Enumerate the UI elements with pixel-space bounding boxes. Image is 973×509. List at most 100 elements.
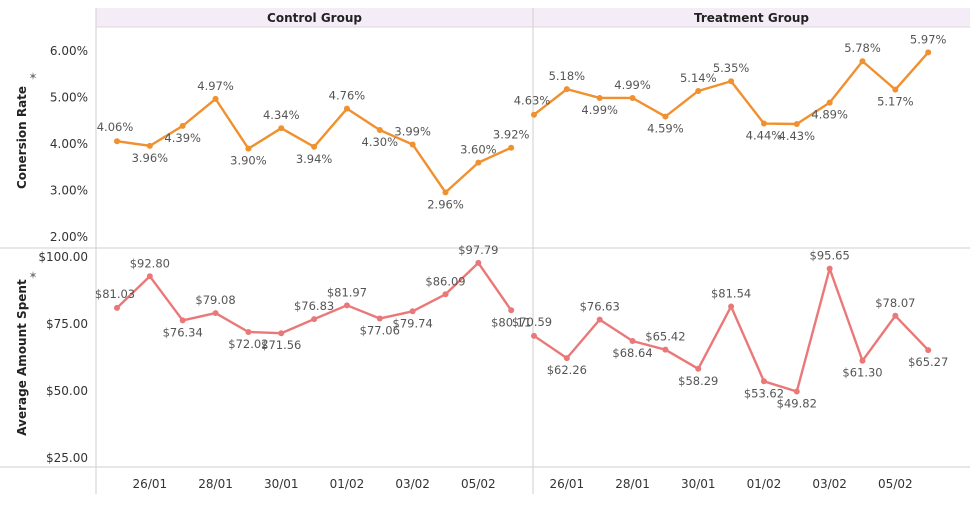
data-label: $49.82 <box>777 396 817 410</box>
data-point <box>859 58 866 65</box>
x-tick-label: 30/01 <box>681 477 716 491</box>
data-point <box>531 332 537 339</box>
data-point <box>695 87 702 94</box>
data-label: 3.99% <box>394 124 431 138</box>
data-label: 5.35% <box>713 61 750 75</box>
data-point <box>245 145 252 152</box>
data-label: 5.14% <box>680 71 717 85</box>
data-point <box>508 307 515 314</box>
x-tick-label: 28/01 <box>615 477 650 491</box>
data-point <box>245 328 252 335</box>
data-label: $77.06 <box>360 323 400 337</box>
data-label: $68.64 <box>612 346 652 360</box>
data-point <box>311 143 318 150</box>
x-tick-label: 01/02 <box>330 477 365 491</box>
data-point <box>212 95 219 102</box>
y-tick-label: $100.00 <box>38 250 88 264</box>
data-label: $81.97 <box>327 285 367 299</box>
data-point <box>212 310 219 317</box>
x-tick-label: 03/02 <box>395 477 430 491</box>
data-label: $78.07 <box>875 296 915 310</box>
data-point <box>859 357 866 364</box>
data-point <box>376 127 383 134</box>
y-axis-title-conversion-rate: Conersion Rate <box>15 86 29 189</box>
data-label: $61.30 <box>842 366 882 380</box>
data-label: $81.03 <box>95 287 135 301</box>
data-label: 3.92% <box>493 128 530 142</box>
data-label: 3.96% <box>132 151 169 165</box>
data-point <box>760 378 767 385</box>
data-label: 4.30% <box>362 135 399 149</box>
data-point <box>278 330 285 337</box>
data-label: $81.54 <box>711 286 751 300</box>
data-point <box>695 365 702 372</box>
data-label: $97.79 <box>458 243 498 257</box>
data-point <box>278 125 285 132</box>
data-label: 4.34% <box>263 108 300 122</box>
data-point <box>409 308 416 315</box>
data-point <box>826 99 833 106</box>
data-point <box>892 86 899 93</box>
data-label: $80.11 <box>491 315 531 329</box>
data-point <box>146 273 153 280</box>
data-label: 3.60% <box>460 143 497 157</box>
data-point <box>179 317 186 324</box>
data-label: $53.62 <box>744 386 784 400</box>
data-point <box>892 312 899 319</box>
data-label: $65.42 <box>645 330 685 344</box>
y-tick-label: 4.00% <box>50 137 88 151</box>
data-point <box>760 120 767 127</box>
data-point <box>376 315 383 322</box>
column-header-control: Control Group <box>267 11 362 25</box>
data-point <box>442 291 449 298</box>
data-point <box>475 159 482 166</box>
x-tick-label: 05/02 <box>461 477 496 491</box>
data-point <box>629 338 636 345</box>
y-tick-label: $25.00 <box>46 451 88 465</box>
data-label: 4.39% <box>164 131 201 145</box>
data-label: 4.89% <box>811 108 848 122</box>
data-point <box>596 94 603 101</box>
data-label: 3.94% <box>296 152 333 166</box>
data-label: $72.02 <box>228 337 268 351</box>
x-tick-label: 05/02 <box>878 477 913 491</box>
data-label: 2.96% <box>427 197 464 211</box>
data-label: $76.63 <box>580 300 620 314</box>
data-point <box>146 142 153 149</box>
data-point <box>629 94 636 101</box>
data-label: $65.27 <box>908 355 948 369</box>
data-point <box>409 141 416 148</box>
data-point <box>343 105 350 112</box>
data-point <box>442 189 449 196</box>
data-label: $79.08 <box>195 293 235 307</box>
x-tick-label: 03/02 <box>812 477 847 491</box>
data-label: 5.18% <box>549 69 586 83</box>
data-label: $76.83 <box>294 299 334 313</box>
data-point <box>662 113 669 120</box>
data-label: 4.59% <box>647 122 684 136</box>
data-point <box>793 121 800 128</box>
data-label: $71.56 <box>261 338 301 352</box>
data-point <box>114 304 120 311</box>
y-tick-label: 5.00% <box>50 91 88 105</box>
data-label: 4.76% <box>329 89 366 103</box>
data-point <box>662 346 669 353</box>
data-point <box>596 316 603 323</box>
data-label: $92.80 <box>130 256 170 270</box>
data-point <box>508 144 515 151</box>
data-label: 5.78% <box>844 41 881 55</box>
data-label: $62.26 <box>547 363 587 377</box>
data-point <box>531 111 537 118</box>
data-point <box>179 122 186 129</box>
data-label: 5.17% <box>877 95 914 109</box>
data-label: 3.90% <box>230 154 267 168</box>
y-axis-title-amount-spent: Average Amount Spent <box>15 279 29 436</box>
x-tick-label: 28/01 <box>198 477 233 491</box>
pin-icon: ✶ <box>28 70 37 83</box>
data-label: 4.44% <box>746 129 783 143</box>
data-point <box>475 259 482 266</box>
x-tick-label: 26/01 <box>133 477 168 491</box>
x-tick-label: 30/01 <box>264 477 299 491</box>
data-label: 4.63% <box>514 94 551 108</box>
